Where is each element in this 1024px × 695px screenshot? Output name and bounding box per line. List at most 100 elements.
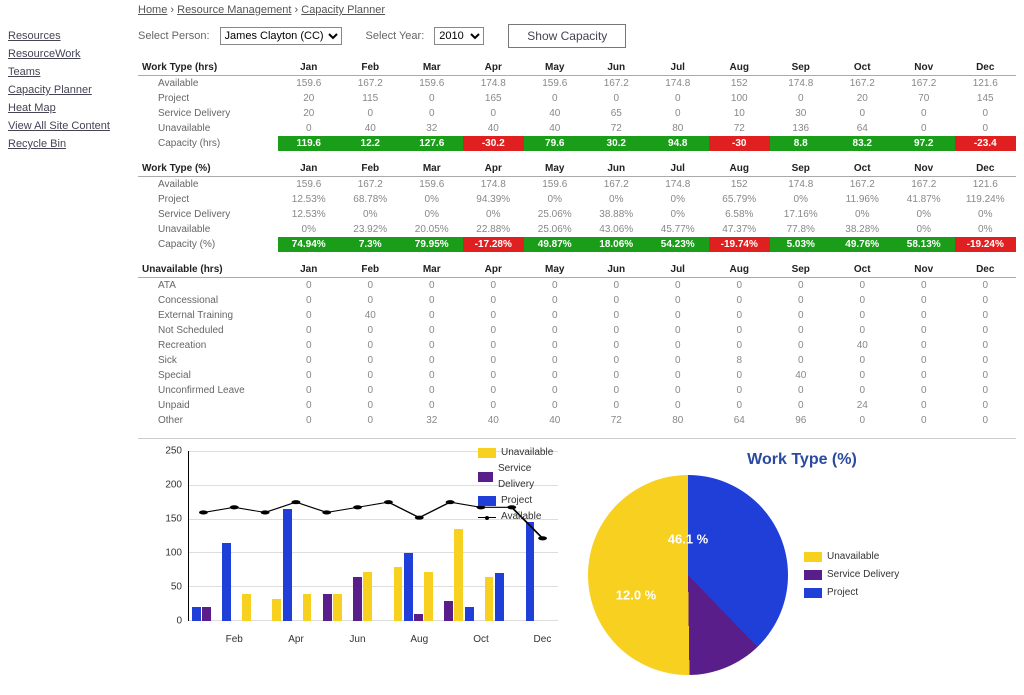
month-header: Dec [955, 161, 1017, 177]
sidebar-item[interactable]: Capacity Planner [8, 84, 138, 96]
bar [404, 553, 413, 621]
month-header: Jan [278, 161, 340, 177]
data-cell: 0 [278, 368, 340, 383]
x-axis-label: Apr [288, 634, 304, 645]
data-cell: 40 [463, 413, 525, 428]
breadcrumb-link[interactable]: Resource Management [177, 4, 291, 16]
month-header: Jul [647, 262, 709, 278]
sidebar-item[interactable]: ResourceWork [8, 48, 138, 60]
data-cell: 0% [893, 222, 955, 237]
month-header: May [524, 60, 586, 76]
data-cell: 0 [278, 383, 340, 398]
data-cell: 0 [278, 413, 340, 428]
year-label: Select Year: [366, 30, 425, 42]
legend-item: Service Delivery [478, 461, 558, 493]
month-header: May [524, 262, 586, 278]
data-cell: 77.8% [770, 222, 832, 237]
data-cell: 136 [770, 121, 832, 136]
y-axis-label: 200 [138, 480, 182, 491]
data-cell: 0 [647, 383, 709, 398]
data-cell: 0 [340, 353, 402, 368]
month-header: Apr [463, 262, 525, 278]
data-cell: 0 [770, 398, 832, 413]
data-cell: -17.28% [463, 237, 525, 252]
data-cell: 72 [709, 121, 771, 136]
bar [303, 594, 312, 621]
sidebar-item[interactable]: Resources [8, 30, 138, 42]
data-cell: 0 [832, 383, 894, 398]
data-cell: 119.24% [955, 192, 1017, 207]
person-label: Select Person: [138, 30, 210, 42]
breadcrumb-link[interactable]: Capacity Planner [301, 4, 385, 16]
row-label: Available [138, 76, 278, 92]
month-header: Jul [647, 60, 709, 76]
data-cell: 167.2 [586, 177, 648, 193]
data-cell: 174.8 [463, 177, 525, 193]
month-header: Jun [586, 161, 648, 177]
year-select[interactable]: 2010 [434, 27, 484, 45]
breadcrumb-link[interactable]: Home [138, 4, 167, 16]
charts-area: 050100150200250 FebAprJunAugOctDec Unava… [138, 438, 1016, 675]
data-cell: 0 [586, 338, 648, 353]
data-cell: 0 [709, 368, 771, 383]
data-cell: 20 [278, 106, 340, 121]
breadcrumb: Home › Resource Management › Capacity Pl… [138, 4, 1016, 16]
data-cell: 0 [586, 91, 648, 106]
data-cell: 0 [709, 278, 771, 294]
data-cell: 0 [524, 278, 586, 294]
data-cell: 0 [401, 368, 463, 383]
bar [485, 577, 494, 621]
month-header: Feb [340, 262, 402, 278]
row-label: Project [138, 91, 278, 106]
data-cell: 0 [709, 398, 771, 413]
data-cell: 0 [832, 368, 894, 383]
data-cell: 0 [955, 353, 1017, 368]
person-select[interactable]: James Clayton (CC) [220, 27, 342, 45]
data-cell: 119.6 [278, 136, 340, 151]
data-cell: 167.2 [893, 177, 955, 193]
data-cell: 0 [340, 293, 402, 308]
data-cell: 159.6 [278, 177, 340, 193]
data-cell: 0 [463, 323, 525, 338]
data-cell: 167.2 [340, 177, 402, 193]
legend-item: Project [478, 493, 558, 509]
table-header: Work Type (%) [138, 161, 278, 177]
data-cell: 0 [709, 308, 771, 323]
month-header: Oct [832, 262, 894, 278]
month-header: Sep [770, 262, 832, 278]
data-cell: 40 [340, 121, 402, 136]
data-cell: 0 [463, 278, 525, 294]
data-cell: 94.39% [463, 192, 525, 207]
data-cell: 0 [955, 338, 1017, 353]
data-cell: 0 [832, 353, 894, 368]
month-header: Oct [832, 161, 894, 177]
data-cell: 0 [340, 413, 402, 428]
data-cell: 0 [278, 353, 340, 368]
sidebar-item[interactable]: View All Site Content [8, 120, 138, 132]
data-cell: 0 [647, 368, 709, 383]
data-cell: 0 [893, 106, 955, 121]
data-cell: 167.2 [340, 76, 402, 92]
data-cell: 83.2 [832, 136, 894, 151]
data-cell: 0 [647, 106, 709, 121]
data-cell: 0% [340, 207, 402, 222]
data-cell: 0% [278, 222, 340, 237]
sidebar-item[interactable]: Teams [8, 66, 138, 78]
month-header: Feb [340, 60, 402, 76]
data-cell: 174.8 [647, 177, 709, 193]
row-label: Capacity (%) [138, 237, 278, 252]
data-cell: 0 [463, 308, 525, 323]
sidebar-item[interactable]: Heat Map [8, 102, 138, 114]
legend-item: Unavailable [478, 445, 558, 461]
sidebar-item[interactable]: Recycle Bin [8, 138, 138, 150]
data-cell: 0 [524, 308, 586, 323]
data-cell: 127.6 [401, 136, 463, 151]
show-capacity-button[interactable]: Show Capacity [508, 24, 626, 48]
data-cell: 0 [401, 383, 463, 398]
bar-group [313, 451, 341, 621]
data-cell: 6.58% [709, 207, 771, 222]
month-header: Dec [955, 60, 1017, 76]
data-cell: 0 [586, 278, 648, 294]
x-axis-label: Jun [349, 634, 365, 645]
row-label: Other [138, 413, 278, 428]
